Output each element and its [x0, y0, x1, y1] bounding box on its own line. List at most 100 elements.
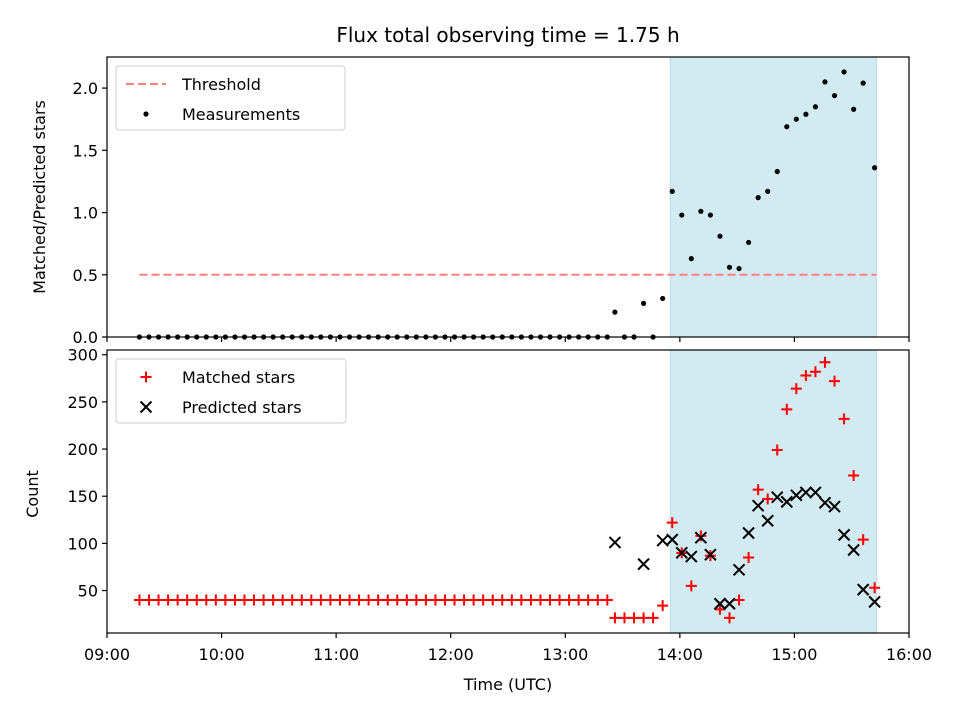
matched-stars-point: [819, 356, 831, 368]
matched-stars-point: [601, 594, 613, 606]
ratio-y-axis-label: Matched/Predicted stars: [30, 100, 49, 294]
matched-stars-point: [809, 366, 821, 378]
matched-stars-point: [848, 469, 860, 481]
matched-stars-point: [191, 594, 203, 606]
measurement-point: [774, 168, 780, 175]
measurement-point: [784, 124, 790, 130]
measurement-point: [822, 79, 828, 85]
x-tick-label: 14:00: [657, 645, 703, 664]
matched-stars-point: [162, 594, 174, 606]
matched-stars-point: [685, 580, 697, 592]
matched-stars-legend-swatch: [140, 371, 152, 383]
predicted-stars-point: [856, 583, 870, 596]
measurement-point: [793, 116, 799, 122]
matched-stars-point: [382, 594, 394, 606]
ratio-y-tick-label: 0.5: [73, 266, 98, 285]
predicted-stars-point: [771, 490, 784, 504]
matched-stars-point: [210, 594, 222, 606]
predicted-stars-point: [790, 489, 803, 502]
matched-stars-point: [449, 594, 461, 606]
ratio-y-tick-label: 1.5: [73, 141, 98, 160]
matched-stars-point: [315, 594, 327, 606]
measurement-point: [688, 256, 694, 262]
count-y-tick-label: 150: [67, 487, 98, 506]
ratio-axes-frame: [106, 56, 910, 338]
matched-stars-point: [296, 594, 308, 606]
matched-stars-point: [790, 383, 802, 395]
matched-stars-point: [277, 594, 289, 606]
matched-stars-point: [468, 594, 480, 606]
x-tick-label: 12:00: [428, 645, 474, 664]
measurement-point: [679, 212, 685, 218]
matched-stars-point: [714, 603, 726, 615]
measurement-point: [755, 195, 761, 201]
measurement-point: [707, 212, 714, 218]
matched-stars-point: [666, 517, 678, 529]
count-legend-box: [115, 358, 347, 424]
count-y-tick-label: 50: [78, 582, 98, 601]
measurement-point: [698, 208, 704, 214]
matched-stars-point: [429, 594, 441, 606]
predicted-stars-point: [751, 499, 765, 512]
matched-stars-point: [410, 594, 422, 606]
matched-stars-point: [762, 493, 774, 505]
measurement-point: [612, 309, 618, 315]
measurement-point: [717, 233, 723, 239]
measurement-point: [812, 104, 819, 110]
predicted-stars-point: [694, 531, 708, 544]
measurement-point: [851, 106, 857, 112]
matched-stars-point: [838, 413, 850, 425]
matched-stars-point: [344, 594, 356, 606]
x-tick-label: 15:00: [771, 645, 817, 664]
matched-stars-point: [573, 594, 585, 606]
predicted-stars-legend-swatch: [139, 400, 153, 414]
matched-stars-point: [439, 594, 451, 606]
count-y-tick-label: 100: [67, 534, 98, 553]
matched-stars-point: [324, 594, 336, 606]
predicted-stars-point: [608, 536, 622, 549]
matched-stars-point: [258, 594, 270, 606]
matched-stars-point: [724, 612, 736, 624]
predicted-stars-point: [723, 597, 736, 610]
predicted-stars-point: [847, 543, 860, 557]
measurement-point: [736, 265, 742, 272]
matched-stars-point: [458, 594, 470, 606]
predicted-stars-point: [685, 550, 698, 563]
predicted-stars-point: [713, 597, 727, 610]
predicted-stars-point: [868, 595, 881, 609]
matched-stars-point: [544, 594, 556, 606]
matched-stars-point: [733, 594, 745, 606]
matched-stars-point: [420, 594, 432, 606]
ratio-y-tick-label: 1.0: [73, 204, 98, 223]
matched-stars-point: [869, 582, 881, 594]
matched-stars-point: [506, 594, 518, 606]
matched-stars-point: [534, 594, 546, 606]
predicted-stars-point: [732, 563, 746, 577]
count-y-tick-label: 300: [67, 346, 98, 365]
predicted-stars-point: [828, 500, 841, 513]
matched-stars-point: [628, 612, 640, 624]
measurement-point: [872, 165, 878, 171]
count-legend: Matched stars Predicted stars: [115, 358, 347, 424]
predicted-stars-point: [704, 548, 717, 561]
matched-stars-point: [133, 594, 145, 606]
matched-stars-point: [657, 600, 669, 612]
measurement-point: [860, 80, 866, 86]
measurement-point: [831, 92, 838, 99]
count-panel: 50 100 150 200 250 300 09:00 10:00 11:00 12:00 13:…: [67, 346, 932, 664]
predicted-stars-point: [780, 495, 793, 509]
matched-stars-point: [286, 594, 298, 606]
predicted-stars-point: [742, 526, 755, 540]
x-tick-label: 11:00: [313, 645, 359, 664]
ratio-y-tick-label: 2.0: [73, 79, 98, 98]
matched-stars-point: [401, 594, 413, 606]
measurement-point: [803, 111, 809, 117]
ratio-legend-box: [115, 65, 346, 131]
matched-stars-point: [219, 594, 231, 606]
matched-stars-point: [496, 594, 508, 606]
predicted-stars-point: [799, 486, 813, 499]
predicted-stars-point: [761, 514, 774, 527]
measurement-point: [841, 69, 847, 75]
ratio-y-tick-label: 0.0: [73, 328, 98, 347]
